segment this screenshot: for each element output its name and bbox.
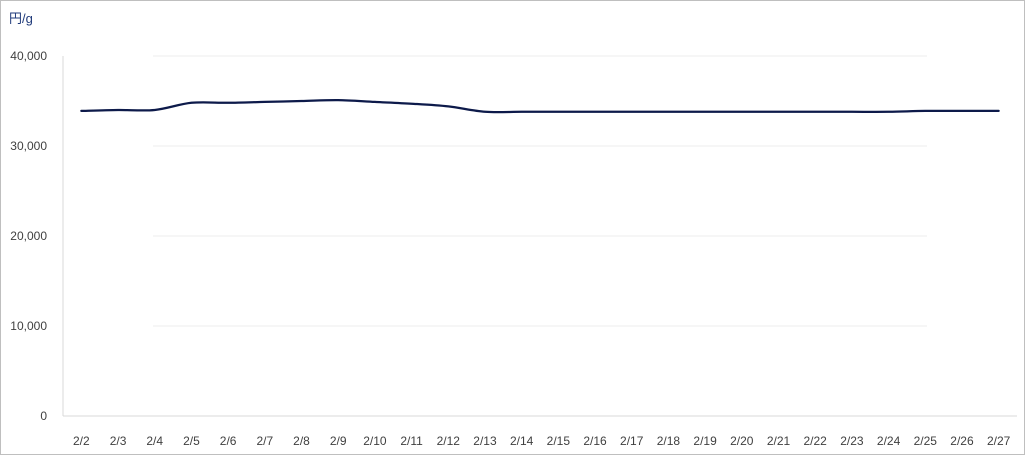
x-tick-label: 2/20 [730,434,754,448]
y-tick-label: 10,000 [10,319,47,333]
x-tick-label: 2/7 [256,434,273,448]
x-tick-label: 2/13 [473,434,497,448]
x-tick-label: 2/14 [510,434,534,448]
data-point [814,111,816,113]
y-tick-label: 40,000 [10,49,47,63]
x-tick-label: 2/17 [620,434,644,448]
data-point [997,110,999,112]
x-tick-label: 2/9 [330,434,347,448]
x-tick-label: 2/25 [914,434,938,448]
x-tick-label: 2/8 [293,434,310,448]
x-tick-label: 2/16 [583,434,607,448]
y-unit-label: 円/g [9,11,33,26]
x-tick-label: 2/21 [767,434,791,448]
x-tick-label: 2/12 [437,434,461,448]
y-tick-label: 0 [40,409,47,423]
data-point [667,111,669,113]
data-point [227,102,229,104]
series-group [80,98,1000,114]
x-tick-label: 2/6 [220,434,237,448]
x-tick-label: 2/3 [110,434,127,448]
data-point [117,109,119,111]
series-line [80,98,1000,114]
data-point [300,100,302,102]
y-axis-ticks: 0 10,000 20,000 30,000 40,000 [10,49,47,423]
x-tick-label: 2/27 [987,434,1011,448]
data-point [557,111,559,113]
x-tick-label: 2/10 [363,434,387,448]
x-tick-label: 2/23 [840,434,864,448]
data-point [190,102,192,104]
x-tick-label: 2/22 [804,434,828,448]
axes [62,56,1017,417]
data-point [264,101,266,103]
x-tick-label: 2/11 [400,434,423,448]
x-tick-label: 2/15 [547,434,571,448]
data-point [520,111,522,113]
y-tick-label: 30,000 [10,139,47,153]
data-point [704,111,706,113]
data-point [777,111,779,113]
x-axis-ticks: 2/2 2/3 2/4 2/5 2/6 2/7 2/8 2/9 2/10 2/11 2/12 2/13… [73,434,1011,448]
x-tick-label: 2/24 [877,434,901,448]
data-point [961,110,963,112]
x-tick-label: 2/19 [693,434,717,448]
data-point [484,111,486,113]
x-tick-label: 2/4 [146,434,163,448]
y-tick-label: 20,000 [10,229,47,243]
x-tick-label: 2/26 [950,434,974,448]
data-point [887,111,889,113]
x-tick-label: 2/2 [73,434,90,448]
data-point [447,105,449,107]
x-tick-label: 2/18 [657,434,681,448]
data-point [337,99,339,101]
data-point [594,111,596,113]
data-point [741,111,743,113]
data-point [410,103,412,105]
grid-lines [153,55,927,327]
x-tick-label: 2/5 [183,434,200,448]
data-point [631,111,633,113]
data-point [374,101,376,103]
data-point [924,110,926,112]
data-point [851,111,853,113]
data-point [154,109,156,111]
data-point [80,110,82,112]
